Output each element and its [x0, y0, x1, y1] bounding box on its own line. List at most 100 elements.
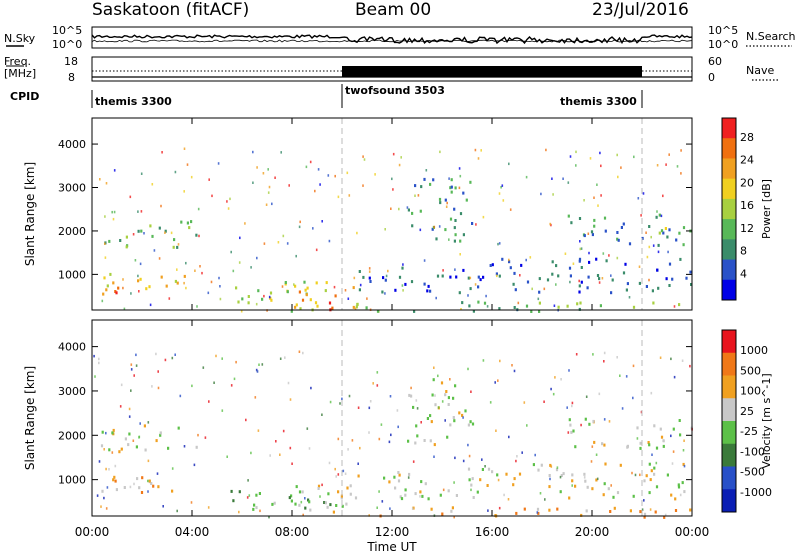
scatter-echo — [656, 210, 658, 213]
scatter-echo — [475, 223, 477, 226]
scatter-echo — [143, 232, 145, 235]
scatter-echo — [362, 184, 364, 187]
scatter-echo — [319, 495, 321, 498]
echo-region-1-6 — [407, 378, 475, 447]
scatter-echo — [534, 453, 536, 457]
colorbar-segment — [722, 398, 736, 422]
freq-tick-top: 18 — [64, 55, 78, 68]
scatter-echo — [579, 247, 582, 251]
echo-region-0-0 — [104, 220, 198, 249]
scatter-echo — [229, 197, 231, 201]
scatter-echo — [130, 292, 132, 295]
nsearch-label: N.Search — [746, 30, 796, 43]
scatter-echo — [374, 173, 376, 176]
scatter-echo — [194, 269, 196, 272]
scatter-echo — [315, 248, 318, 252]
scatter-echo — [196, 305, 198, 308]
scatter-echo — [170, 231, 173, 235]
colorbar-segment — [722, 279, 736, 301]
scatter-echo — [161, 151, 163, 154]
scatter-echo — [625, 375, 628, 378]
echo-region-1-2 — [230, 489, 344, 512]
scatter-echo — [485, 294, 487, 298]
scatter-echo — [337, 195, 340, 199]
scatter-echo — [208, 400, 210, 403]
scatter-echo — [417, 194, 420, 197]
scatter-echo — [567, 431, 570, 434]
scatter-echo — [333, 285, 336, 289]
scatter-echo — [255, 302, 258, 306]
scatter-echo — [256, 166, 258, 169]
scatter-echo — [513, 369, 516, 373]
scatter-echo — [174, 353, 176, 356]
scatter-echo — [321, 483, 323, 487]
scatter-echo — [508, 435, 510, 439]
nsky-label: N.Sky — [4, 32, 36, 45]
scatter-echo — [569, 280, 571, 284]
scatter-echo — [438, 225, 441, 228]
station-title: Saskatoon (fitACF) — [92, 0, 250, 20]
scatter-echo — [235, 360, 237, 364]
scatter-echo — [441, 400, 444, 403]
scatter-echo — [310, 386, 312, 390]
echo-region-0-10 — [567, 213, 686, 247]
scatter-echo — [342, 469, 345, 473]
scatter-echo — [368, 514, 370, 517]
scatter-echo — [572, 262, 575, 265]
scatter-echo — [642, 192, 645, 195]
scatter-echo — [164, 231, 166, 234]
scatter-echo — [162, 505, 164, 508]
nave-tick-top: 60 — [708, 55, 722, 68]
scatter-echo — [190, 501, 193, 504]
scatter-echo — [151, 385, 153, 388]
scatter-echo — [130, 389, 132, 392]
scatter-echo — [580, 423, 582, 427]
scatter-echo — [508, 258, 510, 262]
scatter-echo — [571, 401, 574, 405]
scatter-echo — [495, 429, 497, 432]
scatter-echo — [502, 199, 505, 202]
scatter-echo — [588, 251, 590, 255]
scatter-echo — [299, 220, 301, 224]
scatter-echo — [130, 363, 133, 366]
scatter-echo — [470, 390, 472, 393]
scatter-echo — [680, 172, 682, 175]
y-tick-label: 1000 — [58, 474, 86, 487]
y-tick-label: 3000 — [58, 182, 86, 195]
scatter-echo — [583, 199, 585, 202]
scatter-echo — [601, 277, 604, 280]
scatter-echo — [344, 472, 347, 475]
scatter-echo — [544, 498, 546, 501]
scatter-echo — [419, 228, 422, 232]
y-tick-label: 4000 — [58, 138, 86, 151]
scatter-echo — [153, 249, 156, 252]
scatter-echo — [207, 291, 210, 295]
scatter-echo — [600, 194, 602, 197]
scatter-echo — [256, 256, 258, 260]
colorbar-title: Velocity [m s^-1] — [760, 373, 773, 468]
colorbar-tick-label: -1000 — [740, 486, 772, 499]
scatter-echo — [137, 210, 139, 213]
freq-label-2: [MHz] — [4, 67, 37, 80]
scatter-echo — [680, 149, 682, 152]
nsky-tick-top: 10^5 — [52, 24, 83, 37]
scatter-echo — [387, 269, 389, 273]
scatter-echo — [560, 378, 562, 381]
scatter-echo — [503, 493, 505, 497]
scatter-echo — [681, 359, 684, 362]
scatter-echo — [454, 268, 456, 271]
scatter-echo — [446, 201, 448, 205]
scatter-echo — [327, 174, 330, 177]
scatter-echo — [673, 305, 676, 308]
scatter-echo — [96, 494, 99, 497]
scatter-echo — [233, 377, 236, 381]
scatter-echo — [147, 490, 149, 493]
scatter-echo — [257, 429, 260, 432]
scatter-echo — [380, 423, 383, 426]
scatter-echo — [281, 285, 284, 288]
scatter-echo — [211, 194, 213, 198]
scatter-echo — [302, 513, 304, 517]
scatter-echo — [385, 274, 388, 278]
scatter-echo — [104, 215, 106, 218]
